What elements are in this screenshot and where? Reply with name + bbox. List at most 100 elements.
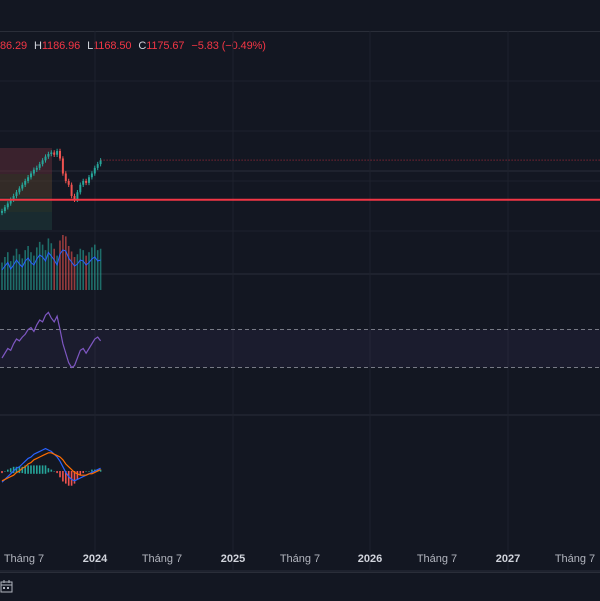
candle-body — [88, 177, 90, 183]
candle-body — [32, 169, 35, 174]
candle-body — [90, 173, 93, 178]
volume-bar — [36, 247, 38, 290]
fib-zone — [0, 212, 52, 230]
time-axis[interactable]: Tháng 7 2024 Tháng 7 2025 Tháng 7 2026 Tháng 7… — [4, 553, 595, 565]
volume-bar — [85, 255, 87, 290]
macd-histogram-bar — [65, 471, 67, 484]
month-tick-label: Tháng 7 — [280, 553, 320, 565]
volume-bar — [56, 255, 58, 290]
month-tick-label: Tháng 7 — [4, 553, 44, 565]
volume-bar — [44, 250, 47, 290]
volume-bar — [91, 247, 93, 290]
volume-bar — [47, 238, 50, 290]
macd-histogram-bar — [44, 465, 47, 474]
rsi-pane[interactable] — [0, 311, 600, 369]
macd-histogram-bar — [4, 471, 6, 472]
macd-histogram-bar — [36, 465, 38, 474]
candle-body — [59, 151, 61, 159]
volume-bar — [27, 246, 29, 290]
macd-histogram-bar — [1, 471, 3, 474]
ohlc-low-value: 1168.50 — [93, 40, 132, 52]
fib-zone — [0, 174, 52, 197]
volume-bar — [67, 246, 70, 290]
candle-body — [9, 199, 12, 204]
volume-bar — [4, 257, 6, 290]
candle-body — [1, 211, 3, 213]
candle-body — [53, 152, 56, 155]
macd-pane[interactable] — [1, 447, 102, 486]
ohlc-high-value: 1186.96 — [41, 40, 81, 52]
volume-bar — [94, 244, 96, 290]
macd-histogram-bar — [82, 471, 84, 474]
macd-histogram-bar — [91, 469, 93, 472]
macd-histogram-bar — [12, 466, 15, 474]
macd-histogram-bar — [79, 471, 82, 476]
candle-body — [85, 181, 88, 183]
chart-canvas[interactable]: Tháng 7 2024 Tháng 7 2025 Tháng 7 2026 Tháng 7… — [0, 31, 600, 572]
volume-bar — [18, 254, 21, 290]
volume-bar — [62, 235, 64, 290]
volume-bar — [59, 240, 61, 290]
volume-bar — [88, 252, 90, 290]
candle-body — [21, 184, 24, 189]
year-tick-label: 2025 — [221, 553, 245, 565]
macd-histogram-bar — [85, 471, 87, 472]
rsi-line — [1, 311, 102, 369]
macd-histogram-bar — [24, 465, 26, 474]
candle-body — [76, 192, 79, 200]
macd-histogram-bar — [33, 465, 35, 474]
candle-body — [79, 184, 82, 193]
candle-body — [50, 152, 53, 154]
candle-body — [35, 167, 38, 170]
volume-bar — [15, 248, 18, 290]
month-tick-label: Tháng 7 — [417, 553, 457, 565]
macd-histogram-bar — [50, 469, 53, 472]
calendar-range-icon[interactable] — [0, 579, 14, 593]
ohlc-low-label: L — [87, 40, 94, 52]
volume-bar — [21, 258, 24, 290]
volume-bar — [30, 252, 32, 290]
macd-histogram-bar — [27, 465, 29, 474]
volume-bar — [1, 262, 3, 290]
candle-body — [82, 181, 85, 185]
macd-histogram-bar — [41, 465, 44, 474]
bottom-toolbar — [0, 572, 600, 601]
candle-body — [24, 181, 27, 185]
year-tick-label: 2027 — [496, 553, 520, 565]
macd-histogram-bar — [73, 471, 76, 484]
macd-histogram-bar — [59, 471, 61, 478]
month-tick-label: Tháng 7 — [555, 553, 595, 565]
candle-body — [93, 167, 96, 174]
macd-histogram-bar — [18, 466, 21, 474]
macd-line — [1, 447, 101, 483]
macd-histogram-bar — [53, 471, 55, 472]
macd-histogram-bar — [62, 471, 64, 482]
year-tick-label: 2024 — [83, 553, 108, 565]
macd-histogram-bar — [30, 465, 32, 474]
ohlc-change-value: −5.83 (−0.49%) — [191, 40, 266, 52]
candle-body — [73, 196, 76, 200]
volume-bar — [33, 255, 35, 290]
ohlc-close-label: C — [138, 40, 147, 52]
candle-body — [15, 192, 18, 196]
macd-histogram-bar — [99, 469, 102, 472]
macd-histogram-bar — [67, 471, 70, 486]
volume-bar — [24, 250, 26, 290]
candle-body — [3, 207, 6, 211]
volume-bar — [12, 255, 15, 290]
ohlc-high-label: H — [34, 40, 42, 52]
volume-bar — [82, 250, 84, 290]
candle-body — [41, 160, 44, 165]
price-pane[interactable] — [0, 148, 600, 290]
candle-body — [70, 184, 73, 196]
volume-bar — [96, 250, 99, 290]
ohlc-open-value: 86.29 — [0, 40, 28, 52]
candle-body — [61, 158, 64, 174]
ohlc-legend: 86.29 H1186.96 L1168.50 C1175.67 −5.83 (… — [0, 40, 266, 52]
candle-body — [47, 154, 50, 157]
macd-histogram-bar — [70, 471, 73, 486]
macd-histogram-bar — [47, 468, 50, 473]
macd-histogram-bar — [76, 471, 79, 480]
volume-bar — [53, 248, 55, 290]
candle-body — [18, 188, 21, 193]
